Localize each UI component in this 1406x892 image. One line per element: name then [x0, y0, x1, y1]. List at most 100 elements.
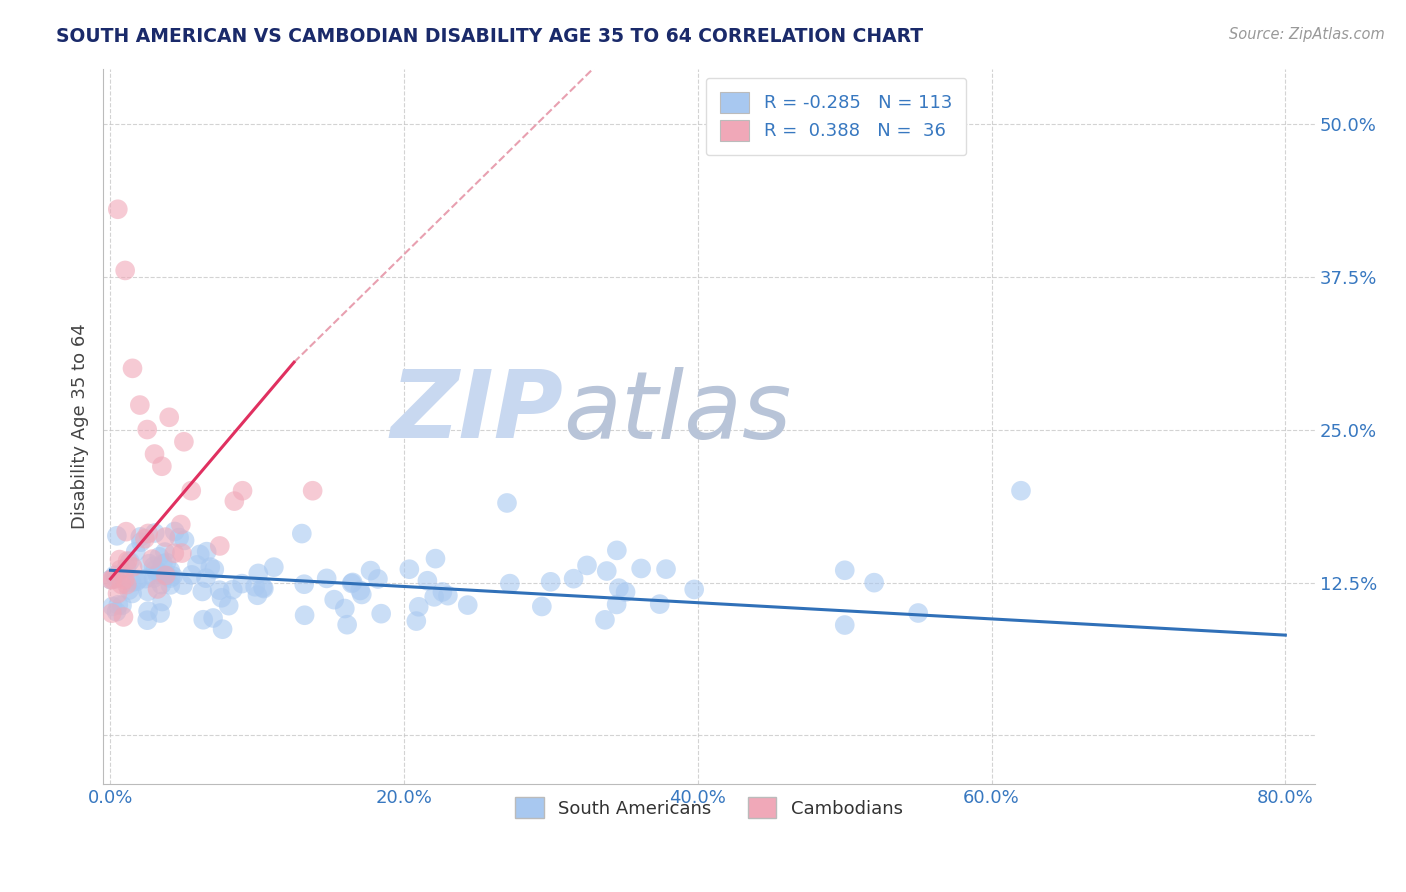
Point: [231, 576, 253, 591]
Point: [155, 568, 177, 582]
Point: [129, 535, 152, 549]
Point: [457, 598, 479, 612]
Point: [218, 599, 240, 613]
Point: [263, 560, 285, 574]
Point: [432, 585, 454, 599]
Point: [252, 581, 274, 595]
Point: [232, 483, 254, 498]
Point: [149, 606, 172, 620]
Point: [188, 548, 211, 562]
Point: [202, 611, 225, 625]
Point: [125, 544, 148, 558]
Point: [340, 576, 363, 591]
Point: [195, 571, 218, 585]
Point: [170, 517, 193, 532]
Point: [180, 567, 202, 582]
Point: [107, 202, 129, 217]
Text: atlas: atlas: [564, 367, 792, 458]
Point: [907, 606, 929, 620]
Point: [530, 599, 553, 614]
Point: [104, 572, 127, 586]
Point: [143, 526, 166, 541]
Point: [425, 551, 447, 566]
Point: [496, 496, 519, 510]
Point: [180, 483, 202, 498]
Point: [153, 545, 176, 559]
Point: [115, 524, 138, 539]
Point: [367, 572, 389, 586]
Point: [138, 557, 160, 571]
Point: [136, 613, 159, 627]
Text: Source: ZipAtlas.com: Source: ZipAtlas.com: [1229, 27, 1385, 42]
Point: [101, 606, 124, 620]
Point: [323, 592, 346, 607]
Point: [107, 598, 129, 612]
Legend: South Americans, Cambodians: South Americans, Cambodians: [508, 790, 910, 825]
Point: [134, 532, 156, 546]
Point: [211, 622, 233, 636]
Point: [630, 561, 652, 575]
Point: [172, 578, 194, 592]
Point: [863, 575, 886, 590]
Point: [301, 483, 323, 498]
Point: [143, 447, 166, 461]
Point: [159, 571, 181, 585]
Point: [121, 361, 143, 376]
Point: [101, 573, 124, 587]
Point: [105, 605, 128, 619]
Point: [163, 546, 186, 560]
Point: [246, 588, 269, 602]
Point: [142, 571, 165, 585]
Point: [683, 582, 706, 597]
Point: [156, 568, 179, 582]
Point: [100, 573, 122, 587]
Point: [145, 563, 167, 577]
Point: [360, 564, 382, 578]
Point: [614, 585, 637, 599]
Point: [437, 589, 460, 603]
Point: [408, 599, 430, 614]
Point: [342, 575, 364, 590]
Y-axis label: Disability Age 35 to 64: Disability Age 35 to 64: [72, 324, 89, 529]
Point: [125, 574, 148, 589]
Point: [114, 263, 136, 277]
Point: [159, 563, 181, 577]
Point: [208, 539, 231, 553]
Point: [118, 555, 141, 569]
Point: [370, 607, 392, 621]
Point: [148, 549, 170, 564]
Point: [136, 423, 159, 437]
Point: [350, 587, 373, 601]
Point: [150, 594, 173, 608]
Point: [150, 577, 173, 591]
Point: [202, 562, 225, 576]
Point: [110, 577, 132, 591]
Point: [291, 526, 314, 541]
Point: [100, 573, 122, 587]
Point: [243, 580, 266, 594]
Point: [315, 571, 337, 585]
Point: [596, 564, 619, 578]
Point: [114, 573, 136, 587]
Point: [186, 558, 208, 572]
Point: [648, 597, 671, 611]
Point: [128, 398, 150, 412]
Point: [191, 584, 214, 599]
Point: [606, 598, 628, 612]
Point: [222, 582, 245, 597]
Point: [1010, 483, 1032, 498]
Point: [155, 530, 177, 544]
Point: [593, 613, 616, 627]
Point: [146, 567, 169, 582]
Point: [173, 434, 195, 449]
Point: [105, 529, 128, 543]
Point: [292, 577, 315, 591]
Point: [834, 563, 856, 577]
Point: [398, 562, 420, 576]
Point: [336, 617, 359, 632]
Point: [193, 613, 215, 627]
Point: [163, 524, 186, 539]
Point: [540, 574, 562, 589]
Point: [108, 552, 131, 566]
Point: [129, 530, 152, 544]
